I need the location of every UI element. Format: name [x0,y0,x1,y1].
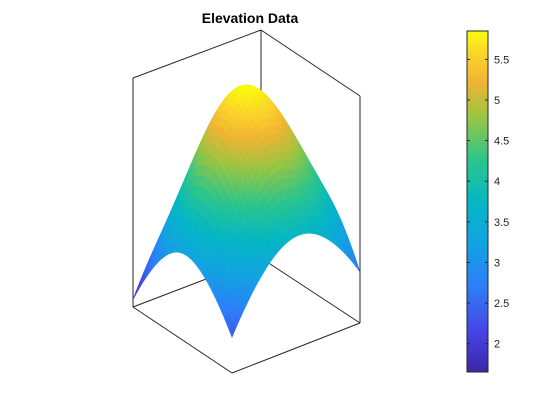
axis-edge-front-bottom-right [231,322,361,374]
colorbar-tick-label: 2.5 [494,298,509,310]
colorbar-tick-label: 5.5 [494,54,509,66]
colorbar-fill [467,31,488,372]
axis-edge-back-top-right [260,29,361,97]
colorbar-tick-label: 3 [494,257,500,269]
colorbar-frame [466,30,489,373]
surface-mesh [132,84,361,339]
axis-edge-back-top-left [132,29,262,79]
colorbar-tick-label: 4.5 [494,136,509,148]
axes-box-front [132,96,361,374]
colorbar-tick-label: 4 [494,176,500,188]
axis-edge-front-bottom-left [132,306,233,374]
surface-patch [229,322,236,339]
chart-title: Elevation Data [201,10,299,26]
colorbar-ticks: 2 2.5 3 3.5 4 4.5 5 5.5 [467,54,509,351]
colorbar: 2 2.5 3 3.5 4 4.5 5 5.5 [466,30,509,373]
colorbar-tick-label: 5 [494,95,500,107]
axis-edge-back-bottom-right [260,257,361,324]
colorbar-tick-label: 2 [494,339,500,351]
colorbar-tick-label: 3.5 [494,217,509,229]
